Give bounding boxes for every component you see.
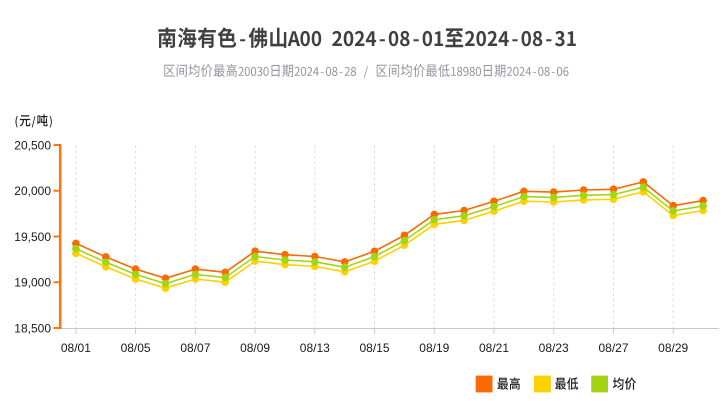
svg-text:08/15: 08/15 <box>359 341 389 355</box>
svg-text:08/21: 08/21 <box>479 341 509 355</box>
svg-text:08/13: 08/13 <box>300 341 330 355</box>
svg-text:08/01: 08/01 <box>61 341 91 355</box>
svg-text:20,000: 20,000 <box>14 184 51 198</box>
svg-text:19,000: 19,000 <box>14 276 51 290</box>
svg-text:08/27: 08/27 <box>598 341 628 355</box>
svg-text:08/09: 08/09 <box>240 341 270 355</box>
svg-text:08/29: 08/29 <box>658 341 688 355</box>
svg-text:08/07: 08/07 <box>180 341 210 355</box>
svg-text:08/05: 08/05 <box>121 341 151 355</box>
svg-text:20,500: 20,500 <box>14 138 51 152</box>
svg-text:19,500: 19,500 <box>14 230 51 244</box>
svg-text:08/23: 08/23 <box>539 341 569 355</box>
svg-text:18,500: 18,500 <box>14 321 51 335</box>
svg-text:08/19: 08/19 <box>419 341 449 355</box>
